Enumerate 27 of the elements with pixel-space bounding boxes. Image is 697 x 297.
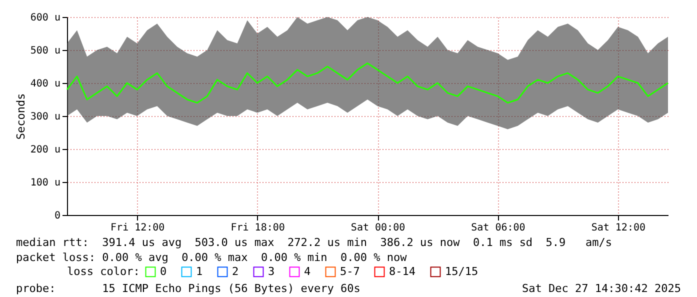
legend-label: 0	[160, 264, 167, 278]
legend-title: loss color:	[67, 265, 140, 278]
legend-label: 15/15	[445, 264, 478, 278]
legend-label: 1	[196, 264, 203, 278]
x-tick-label: Sat 00:00	[350, 222, 406, 234]
y-tick-label: 0	[54, 210, 60, 222]
legend-label: 2	[232, 264, 239, 278]
y-tick-label: 500 u	[30, 46, 60, 56]
y-axis-title: Seconds	[14, 93, 28, 140]
legend-label: 4	[304, 264, 311, 278]
legend-label: 3	[268, 264, 275, 278]
text: median rtt: 391.4 us avg 503.0 us max 272.2 us min 386.2 us now 0.1 ms sd 5.9 am/s	[16, 236, 612, 249]
y-tick-label: 300 u	[30, 112, 60, 122]
text: probe: 15 ICMP Echo Pings (56 Bytes) every 60s	[16, 282, 360, 295]
text: Sat Dec 27 14:30:42 2025	[522, 282, 681, 295]
line-series	[66, 62, 669, 104]
legend-label: 8-14	[389, 264, 416, 278]
text: packet loss: 0.00 % avg 0.00 % max 0.00 % min 0.00 % now	[16, 251, 407, 264]
y-tick-label: 100 u	[30, 178, 60, 188]
x-tick-label: Sat 06:00	[471, 222, 526, 234]
x-tick-label: Sat 12:00	[591, 222, 646, 234]
x-tick-label: Fri 18:00	[230, 222, 285, 234]
y-tick-label: 400 u	[30, 78, 60, 90]
y-tick-label: 600 u	[30, 12, 60, 24]
x-tick-label: Fri 12:00	[110, 222, 165, 234]
legend-label: 5-7	[340, 264, 360, 278]
y-tick-label: 200 u	[30, 144, 60, 156]
